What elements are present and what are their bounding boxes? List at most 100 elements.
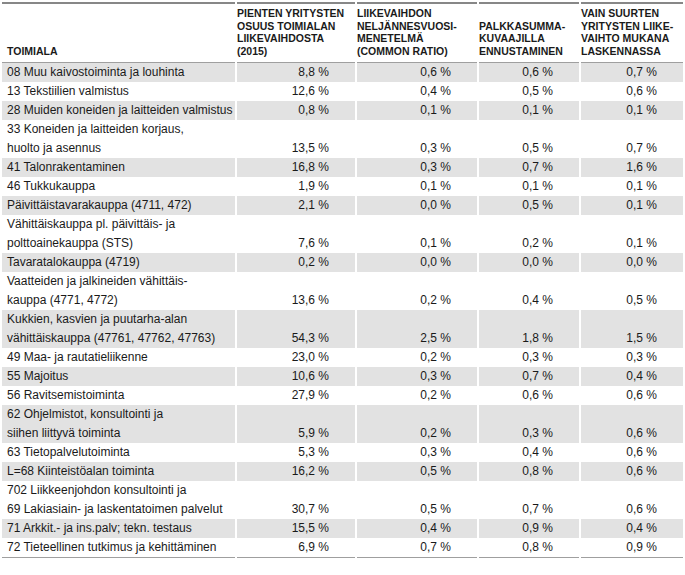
table-row: 49 Maa- ja rautatieliikenne23,0 %0,2 %0,… <box>2 348 683 367</box>
value-cell: 0,7 % <box>581 63 683 82</box>
industry-statistics-table: TOIMIALA PIENTEN YRITYSTEN OSUUS TOIMIAL… <box>0 2 685 558</box>
value-cell: 0,2 % <box>357 405 477 443</box>
statistics-report-page: TOIMIALA PIENTEN YRITYSTEN OSUUS TOIMIAL… <box>0 2 685 558</box>
value-cell: 1,8 % <box>479 310 579 348</box>
value-cell: 0,4 % <box>357 519 477 538</box>
industry-name-cell: 63 Tietopalvelutoiminta <box>2 443 235 462</box>
value-cell: 0,1 % <box>479 177 579 196</box>
col-header-small-firms-share: PIENTEN YRITYSTEN OSUUS TOIMIALAN LIIKEV… <box>237 2 355 63</box>
table-header: TOIMIALA PIENTEN YRITYSTEN OSUUS TOIMIAL… <box>2 2 683 63</box>
table-row: Tavaratalokauppa (4719)0,2 %0,0 %0,0 %0,… <box>2 253 683 272</box>
value-cell: 0,7 % <box>479 481 579 519</box>
value-cell: 0,5 % <box>479 120 579 158</box>
industry-name-cell: 33 Koneiden ja laitteiden korjaus, huolt… <box>2 120 235 158</box>
value-cell: 0,1 % <box>581 196 683 215</box>
value-cell: 0,1 % <box>357 177 477 196</box>
industry-name-cell: L=68 Kiinteistöalan toiminta <box>2 462 235 481</box>
table-row: 55 Majoitus10,6 %0,3 %0,7 %0,4 % <box>2 367 683 386</box>
value-cell: 0,4 % <box>479 443 579 462</box>
value-cell: 0,6 % <box>581 405 683 443</box>
value-cell: 0,1 % <box>357 101 477 120</box>
value-cell: 0,5 % <box>357 481 477 519</box>
industry-name-cell: 13 Tekstiilien valmistus <box>2 82 235 101</box>
value-cell: 0,2 % <box>357 348 477 367</box>
industry-name-cell: Kukkien, kasvien ja puutarha-alan vähitt… <box>2 310 235 348</box>
header-row: TOIMIALA PIENTEN YRITYSTEN OSUUS TOIMIAL… <box>2 2 683 63</box>
table-row: 72 Tieteellinen tutkimus ja kehittäminen… <box>2 538 683 558</box>
value-cell: 12,6 % <box>237 82 355 101</box>
value-cell: 0,3 % <box>357 158 477 177</box>
industry-name-cell: 28 Muiden koneiden ja laitteiden valmist… <box>2 101 235 120</box>
industry-name-cell: 08 Muu kaivostoiminta ja louhinta <box>2 63 235 82</box>
industry-name-cell: 702 Liikkeenjohdon konsultointi ja 69 La… <box>2 481 235 519</box>
table-row: 46 Tukkukauppa1,9 %0,1 %0,1 %0,1 % <box>2 177 683 196</box>
value-cell: 0,1 % <box>581 101 683 120</box>
value-cell: 0,5 % <box>581 272 683 310</box>
value-cell: 16,2 % <box>237 462 355 481</box>
col-header-wage-sum-forecast: PALKKASUMMA- KUVAAJILLA ENNUSTAMINEN <box>479 2 579 63</box>
table-row: L=68 Kiinteistöalan toiminta16,2 %0,5 %0… <box>2 462 683 481</box>
table-row: 13 Tekstiilien valmistus12,6 %0,4 %0,5 %… <box>2 82 683 101</box>
value-cell: 15,5 % <box>237 519 355 538</box>
industry-name-cell: Päivittäistavarakauppa (4711, 472) <box>2 196 235 215</box>
value-cell: 0,7 % <box>479 158 579 177</box>
value-cell: 0,6 % <box>479 386 579 405</box>
value-cell: 10,6 % <box>237 367 355 386</box>
table-row: Kukkien, kasvien ja puutarha-alan vähitt… <box>2 310 683 348</box>
industry-name-cell: Tavaratalokauppa (4719) <box>2 253 235 272</box>
value-cell: 13,5 % <box>237 120 355 158</box>
value-cell: 0,6 % <box>581 443 683 462</box>
value-cell: 0,4 % <box>357 82 477 101</box>
value-cell: 0,0 % <box>357 253 477 272</box>
value-cell: 0,6 % <box>581 481 683 519</box>
table-row: 702 Liikkeenjohdon konsultointi ja 69 La… <box>2 481 683 519</box>
industry-name-cell: 72 Tieteellinen tutkimus ja kehittäminen <box>2 538 235 558</box>
table-row: 28 Muiden koneiden ja laitteiden valmist… <box>2 101 683 120</box>
table-row: Päivittäistavarakauppa (4711, 472)2,1 %0… <box>2 196 683 215</box>
value-cell: 0,2 % <box>357 272 477 310</box>
table-row: 71 Arkkit.- ja ins.palv; tekn. testaus15… <box>2 519 683 538</box>
value-cell: 13,6 % <box>237 272 355 310</box>
industry-name-cell: 49 Maa- ja rautatieliikenne <box>2 348 235 367</box>
table-row: 41 Talonrakentaminen16,8 %0,3 %0,7 %1,6 … <box>2 158 683 177</box>
value-cell: 0,3 % <box>479 348 579 367</box>
value-cell: 0,4 % <box>479 272 579 310</box>
value-cell: 0,0 % <box>479 253 579 272</box>
industry-name-cell: 56 Ravitsemistoiminta <box>2 386 235 405</box>
table-row: 08 Muu kaivostoiminta ja louhinta8,8 %0,… <box>2 63 683 82</box>
value-cell: 0,0 % <box>581 253 683 272</box>
value-cell: 23,0 % <box>237 348 355 367</box>
value-cell: 0,4 % <box>581 519 683 538</box>
value-cell: 1,6 % <box>581 158 683 177</box>
value-cell: 0,1 % <box>581 215 683 253</box>
value-cell: 0,6 % <box>581 82 683 101</box>
value-cell: 0,6 % <box>581 386 683 405</box>
value-cell: 0,5 % <box>479 82 579 101</box>
col-header-large-firms-only: VAIN SUURTEN YRITYSTEN LIIKE- VAIHTO MUK… <box>581 2 683 63</box>
table-row: 33 Koneiden ja laitteiden korjaus, huolt… <box>2 120 683 158</box>
table-row: Vähittäiskauppa pl. päivittäis- ja poltt… <box>2 215 683 253</box>
col-header-toimiala: TOIMIALA <box>2 2 235 63</box>
industry-name-cell: 62 Ohjelmistot, konsultointi ja siihen l… <box>2 405 235 443</box>
value-cell: 0,6 % <box>581 462 683 481</box>
value-cell: 8,8 % <box>237 63 355 82</box>
value-cell: 2,1 % <box>237 196 355 215</box>
value-cell: 0,8 % <box>237 101 355 120</box>
value-cell: 0,5 % <box>479 196 579 215</box>
value-cell: 0,1 % <box>357 215 477 253</box>
value-cell: 0,0 % <box>357 196 477 215</box>
value-cell: 1,9 % <box>237 177 355 196</box>
value-cell: 6,9 % <box>237 538 355 558</box>
value-cell: 0,2 % <box>237 253 355 272</box>
table-row: 56 Ravitsemistoiminta27,9 %0,2 %0,6 %0,6… <box>2 386 683 405</box>
value-cell: 0,4 % <box>581 367 683 386</box>
table-row: 63 Tietopalvelutoiminta5,3 %0,3 %0,4 %0,… <box>2 443 683 462</box>
value-cell: 5,3 % <box>237 443 355 462</box>
value-cell: 30,7 % <box>237 481 355 519</box>
value-cell: 2,5 % <box>357 310 477 348</box>
value-cell: 0,3 % <box>581 348 683 367</box>
value-cell: 0,3 % <box>479 405 579 443</box>
value-cell: 0,6 % <box>357 63 477 82</box>
industry-name-cell: 55 Majoitus <box>2 367 235 386</box>
value-cell: 54,3 % <box>237 310 355 348</box>
